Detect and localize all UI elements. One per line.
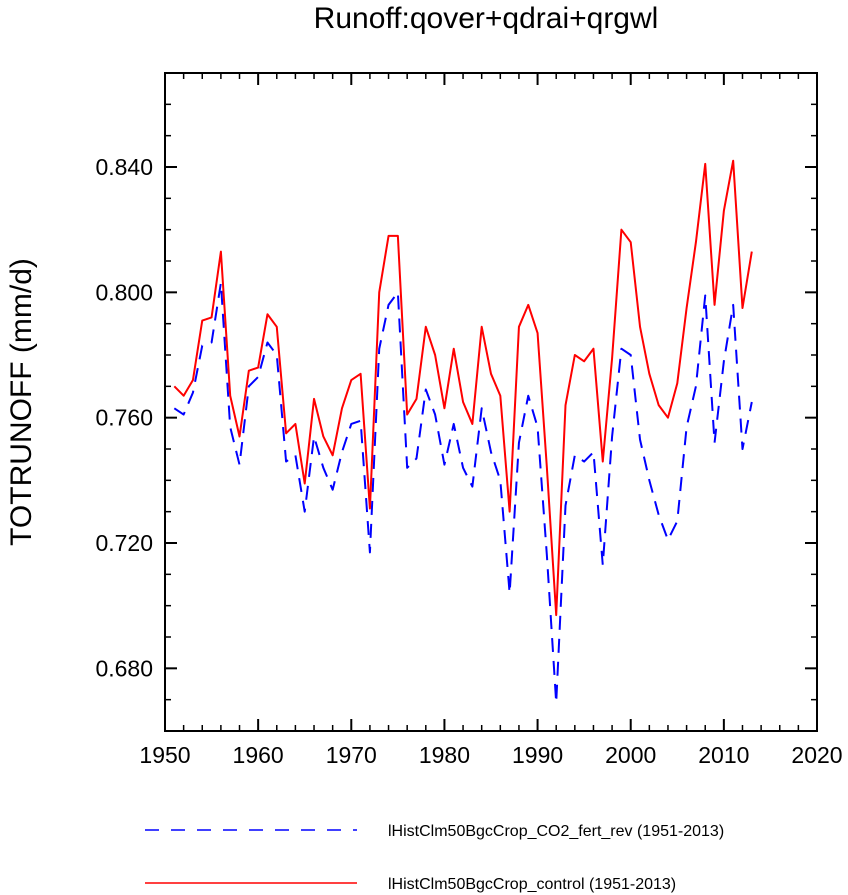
y-tick-label: 0.720 [95, 530, 153, 556]
legend: lHistClm50BgcCrop_CO2_fert_rev (1951-201… [145, 823, 724, 893]
x-tick-label: 1950 [139, 742, 190, 768]
plot-frame [164, 72, 818, 732]
x-tick-label: 1990 [512, 742, 563, 768]
y-tick-label: 0.680 [95, 655, 153, 681]
y-tick-label: 0.840 [95, 154, 153, 180]
x-tick-label: 1970 [326, 742, 377, 768]
x-tick-label: 1980 [419, 742, 470, 768]
axis-ticks: 1950 1960 1970 1980 1990 2000 2010 2020 0.680 0.7… [95, 72, 843, 768]
y-tick-label: 0.800 [95, 279, 153, 305]
x-tick-label: 1960 [233, 742, 284, 768]
legend-label: lHistClm50BgcCrop_control (1951-2013) [388, 876, 676, 893]
x-tick-label: 2020 [791, 742, 842, 768]
legend-label: lHistClm50BgcCrop_CO2_fert_rev (1951-201… [388, 823, 724, 840]
y-tick-label: 0.760 [95, 405, 153, 431]
x-tick-label: 2010 [698, 742, 749, 768]
y-axis-label: TOTRUNOFF (mm/d) [5, 258, 38, 546]
chart-title: Runoff:qover+qdrai+qrgwl [314, 2, 659, 35]
series-line-co2-fert-rev [173, 281, 753, 704]
x-tick-label: 2000 [605, 742, 656, 768]
series-layer [173, 159, 753, 704]
series-line-control [173, 159, 753, 617]
